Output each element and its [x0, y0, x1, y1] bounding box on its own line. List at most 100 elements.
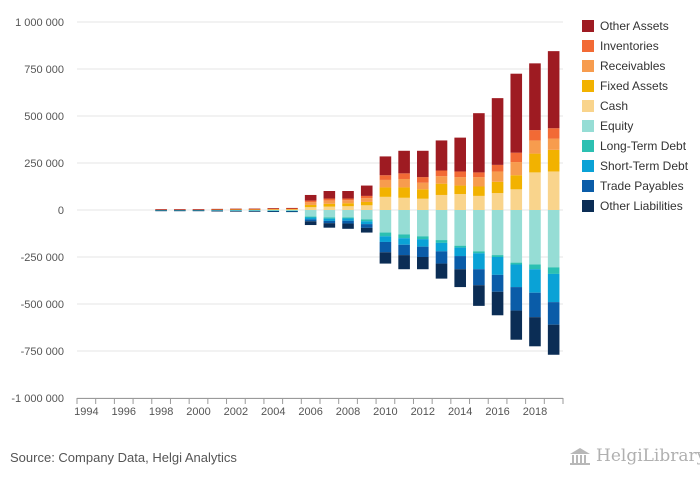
bar-segment-equity-2013: [435, 210, 448, 241]
bar-segment-long-term-debt-2013: [435, 240, 448, 243]
bar-segment-short-term-debt-2017: [510, 264, 523, 288]
x-tick-label: 2000: [186, 406, 210, 418]
bar-segments: [155, 51, 560, 355]
bar-segment-fixed-assets-2012: [417, 189, 429, 199]
bar-segment-long-term-debt-2012: [417, 236, 429, 240]
bar-segment-short-term-debt-2008: [342, 218, 354, 221]
bar-segment-receivables-2013: [435, 176, 448, 184]
bar-segment-cash-2011: [398, 197, 410, 210]
legend-item-equity[interactable]: Equity: [582, 116, 688, 136]
legend-label: Cash: [600, 99, 629, 113]
legend-item-trade-payables[interactable]: Trade Payables: [582, 176, 688, 196]
legend-label: Short-Term Debt: [600, 159, 689, 173]
bar-segment-receivables-2011: [398, 178, 410, 188]
bar-segment-short-term-debt-2010: [379, 236, 392, 242]
bar-segment-other-liabilities-2002: [230, 211, 242, 212]
bar-segment-inventories-2012: [417, 177, 429, 183]
bar-segment-other-liabilities-1998: [155, 210, 167, 212]
bar-segment-inventories-2018: [529, 130, 541, 141]
bar-segment-short-term-debt-2012: [417, 239, 429, 247]
legend-item-long-term-debt[interactable]: Long-Term Debt: [582, 136, 688, 156]
bar-segment-inventories-2015: [473, 172, 485, 178]
bar-segment-cash-2017: [510, 189, 523, 210]
bar-segment-equity-2002: [230, 210, 242, 211]
y-tick-label: 1 000 000: [15, 17, 64, 29]
x-tick-label: 1994: [74, 406, 98, 418]
bar-segment-receivables-2012: [417, 182, 429, 190]
x-tick-label: 2012: [411, 406, 435, 418]
legend-label: Long-Term Debt: [600, 139, 687, 153]
bar-segment-other-assets-2016: [491, 98, 504, 165]
y-axis-tick-labels: 1 000 000 750 000 500 000 250 000 0 -250 000 -…: [11, 17, 64, 405]
bar-segment-receivables-2007: [323, 200, 336, 204]
bar-segment-equity-2007: [323, 210, 336, 218]
bar-segment-long-term-debt-2017: [510, 262, 523, 265]
bar-segment-fixed-assets-2019: [547, 149, 560, 172]
bar-segment-equity-2019: [547, 210, 560, 268]
bar-segment-inventories-2013: [435, 170, 448, 177]
y-tick-label: 250 000: [24, 158, 64, 170]
bar-segment-fixed-assets-2010: [379, 187, 392, 197]
bar-segment-other-assets-2017: [510, 73, 523, 153]
bar-segment-receivables-2019: [547, 138, 560, 150]
bar-segment-other-liabilities-2017: [510, 310, 523, 340]
legend-item-short-term-debt[interactable]: Short-Term Debt: [582, 156, 688, 176]
bar-segment-inventories-2004: [267, 208, 280, 210]
bar-segment-equity-2015: [473, 210, 485, 252]
legend-swatch: [582, 60, 594, 72]
legend-label: Equity: [600, 119, 634, 133]
bar-segment-long-term-debt-2015: [473, 251, 485, 254]
bar-segment-inventories-2017: [510, 152, 523, 163]
bar-segment-other-liabilities-2007: [323, 223, 336, 228]
bar-segment-equity-2010: [379, 210, 392, 233]
legend-item-inventories[interactable]: Inventories: [582, 36, 688, 56]
x-tick-label: 2014: [448, 406, 472, 418]
legend-swatch: [582, 180, 594, 192]
bar-segment-other-assets-2004: [267, 208, 280, 209]
legend-item-fixed-assets[interactable]: Fixed Assets: [582, 76, 688, 96]
bar-segment-inventories-2019: [547, 128, 560, 139]
bar-segment-long-term-debt-2019: [547, 267, 560, 274]
bar-segment-other-liabilities-2009: [360, 227, 373, 233]
legend-item-other-assets[interactable]: Other Assets: [582, 16, 688, 36]
bar-segment-long-term-debt-2008: [342, 217, 354, 219]
legend-item-cash[interactable]: Cash: [582, 96, 688, 116]
gridlines: [77, 21, 563, 399]
legend-label: Receivables: [600, 59, 666, 73]
bar-segment-other-liabilities-2014: [454, 269, 466, 288]
bar-segment-fixed-assets-2016: [491, 181, 504, 194]
bar-segment-inventories-2016: [491, 164, 504, 172]
bar-segment-fixed-assets-2007: [323, 203, 336, 207]
bar-segment-trade-payables-2014: [454, 256, 466, 270]
bar-segment-equity-2011: [398, 210, 410, 235]
bar-segment-cash-2014: [454, 194, 466, 210]
bar-segment-other-liabilities-2012: [417, 257, 429, 270]
bar-segment-equity-2008: [342, 210, 354, 218]
bar-segment-cash-2009: [360, 205, 373, 210]
chart-legend: Other Assets Inventories Receivables Fixed …: [582, 16, 688, 216]
bar-segment-trade-payables-2013: [435, 251, 448, 264]
bar-segment-short-term-debt-2014: [454, 247, 466, 257]
logo-text: HelgiLibrary: [596, 446, 700, 466]
legend-item-receivables[interactable]: Receivables: [582, 56, 688, 76]
bar-segment-fixed-assets-2011: [398, 187, 410, 198]
bar-segment-other-assets-2019: [547, 51, 560, 129]
x-tick-label: 2006: [298, 406, 322, 418]
bar-segment-equity-2004: [267, 210, 280, 211]
bar-segment-cash-2010: [379, 196, 392, 210]
bar-segment-receivables-2016: [491, 171, 504, 182]
bar-segment-short-term-debt-2006: [304, 217, 317, 220]
legend-swatch: [582, 120, 594, 132]
bar-segment-fixed-assets-2004: [267, 209, 280, 210]
x-tick-label: 2010: [373, 406, 397, 418]
bar-segment-short-term-debt-2007: [323, 218, 336, 221]
bar-segment-other-liabilities-2018: [529, 317, 541, 347]
x-tick-label: 2016: [485, 406, 509, 418]
legend-swatch: [582, 140, 594, 152]
bar-segment-fixed-assets-2015: [473, 186, 485, 196]
bar-segment-other-liabilities-2013: [435, 263, 448, 279]
bar-segment-cash-2008: [342, 206, 354, 210]
bar-segment-inventories-2006: [304, 200, 317, 203]
bar-segment-long-term-debt-2018: [529, 264, 541, 270]
legend-item-other-liabilities[interactable]: Other Liabilities: [582, 196, 688, 216]
